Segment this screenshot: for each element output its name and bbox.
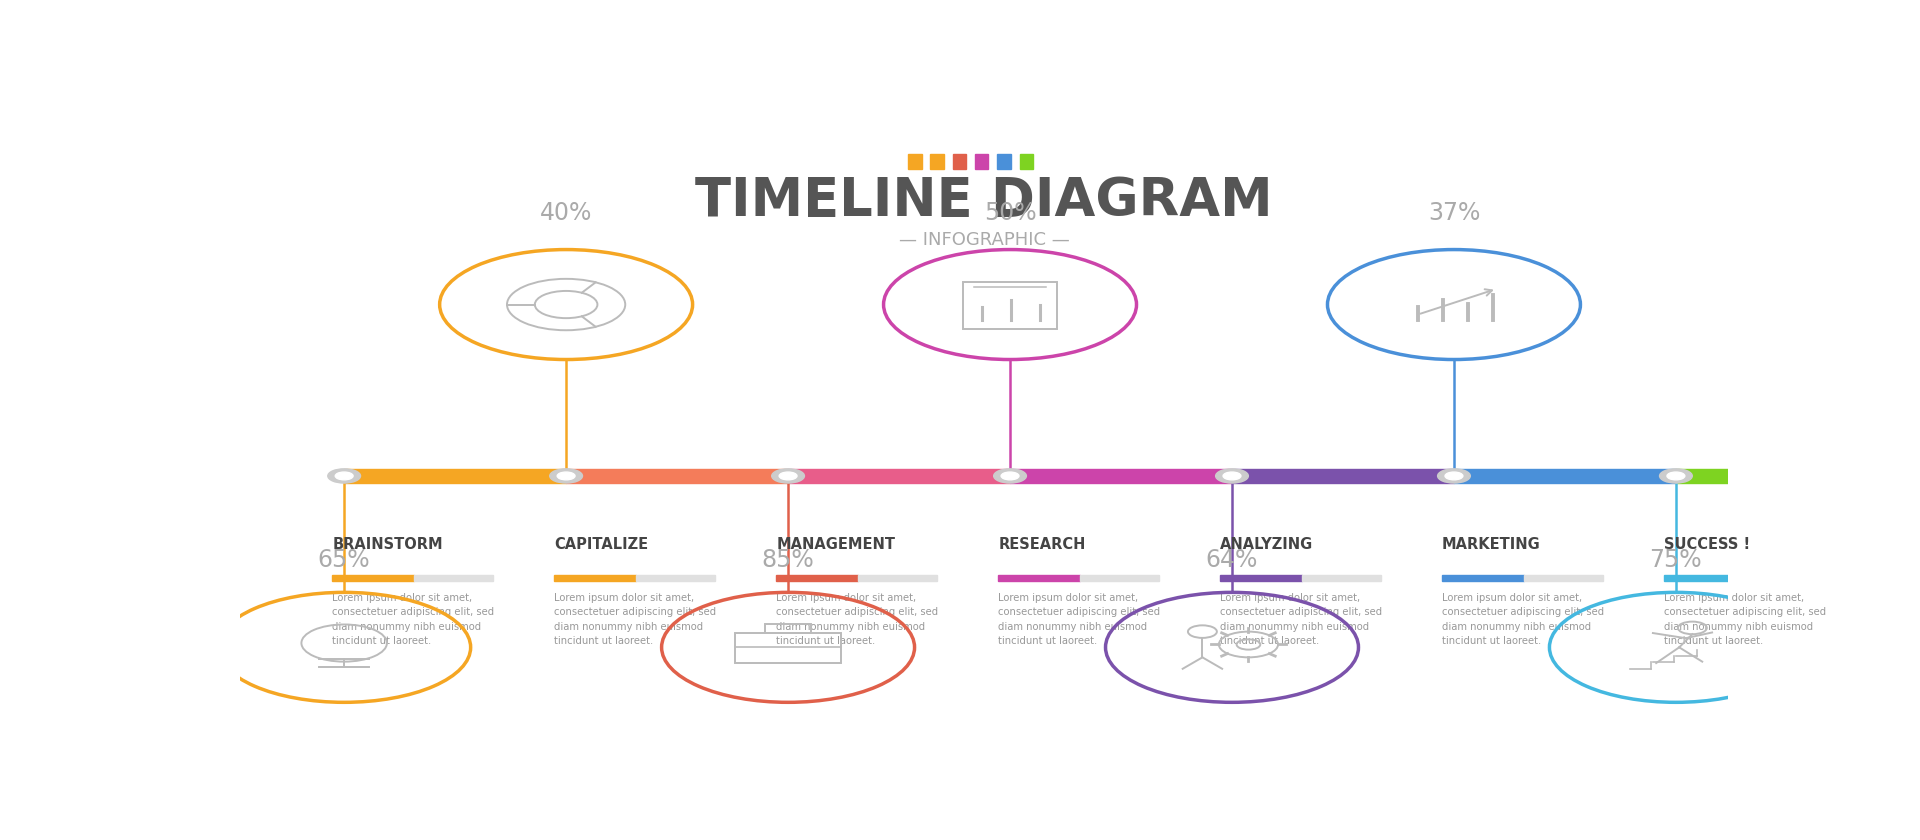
Circle shape (1223, 472, 1240, 480)
Bar (764, 624, 810, 633)
Polygon shape (1732, 455, 1774, 496)
Text: Lorem ipsum dolor sit amet,
consectetuer adipiscing elit, sed
diam nonummy nibh : Lorem ipsum dolor sit amet, consectetuer… (776, 593, 939, 646)
Bar (975, 155, 989, 169)
Circle shape (1446, 472, 1463, 480)
Text: SUCCESS !: SUCCESS ! (1665, 538, 1751, 553)
Circle shape (336, 472, 353, 480)
Bar (344, 469, 566, 483)
Text: — INFOGRAPHIC —: — INFOGRAPHIC — (899, 231, 1069, 249)
Text: RESEARCH: RESEARCH (998, 538, 1085, 553)
Circle shape (328, 469, 361, 483)
Circle shape (1659, 469, 1692, 483)
Circle shape (557, 472, 576, 480)
Bar (1676, 469, 1732, 483)
Bar (1010, 469, 1233, 483)
Text: ANALYZING: ANALYZING (1219, 538, 1313, 553)
Bar (735, 633, 841, 663)
Text: Lorem ipsum dolor sit amet,
consectetuer adipiscing elit, sed
diam nonummy nibh : Lorem ipsum dolor sit amet, consectetuer… (1665, 593, 1826, 646)
Text: MANAGEMENT: MANAGEMENT (776, 538, 895, 553)
Bar (332, 575, 415, 581)
Text: BRAINSTORM: BRAINSTORM (332, 538, 444, 553)
Bar (1020, 155, 1033, 169)
Circle shape (995, 469, 1027, 483)
Bar (566, 469, 787, 483)
Bar (1665, 575, 1745, 581)
Bar (908, 155, 922, 169)
Bar (1524, 575, 1603, 581)
Text: TIMELINE DIAGRAM: TIMELINE DIAGRAM (695, 175, 1273, 227)
Bar (787, 469, 1010, 483)
Bar (1233, 469, 1453, 483)
Bar (996, 155, 1010, 169)
Text: Lorem ipsum dolor sit amet,
consectetuer adipiscing elit, sed
diam nonummy nibh : Lorem ipsum dolor sit amet, consectetuer… (998, 593, 1160, 646)
Bar (555, 575, 636, 581)
Bar (415, 575, 493, 581)
Text: MARKETING: MARKETING (1442, 538, 1542, 553)
Circle shape (1438, 469, 1471, 483)
Text: Lorem ipsum dolor sit amet,
consectetuer adipiscing elit, sed
diam nonummy nibh : Lorem ipsum dolor sit amet, consectetuer… (1219, 593, 1382, 646)
Text: 85%: 85% (762, 548, 814, 572)
Bar (1745, 575, 1824, 581)
Circle shape (772, 469, 804, 483)
Bar (1302, 575, 1380, 581)
Bar (1219, 575, 1302, 581)
Bar (962, 281, 1058, 328)
Text: 37%: 37% (1428, 201, 1480, 225)
Bar (998, 575, 1079, 581)
Text: 50%: 50% (983, 201, 1037, 225)
Bar (931, 155, 945, 169)
Text: Lorem ipsum dolor sit amet,
consectetuer adipiscing elit, sed
diam nonummy nibh : Lorem ipsum dolor sit amet, consectetuer… (332, 593, 493, 646)
Text: Lorem ipsum dolor sit amet,
consectetuer adipiscing elit, sed
diam nonummy nibh : Lorem ipsum dolor sit amet, consectetuer… (1442, 593, 1605, 646)
Bar (1079, 575, 1160, 581)
Text: 40%: 40% (540, 201, 591, 225)
Bar (858, 575, 937, 581)
Bar (776, 575, 858, 581)
Text: Lorem ipsum dolor sit amet,
consectetuer adipiscing elit, sed
diam nonummy nibh : Lorem ipsum dolor sit amet, consectetuer… (555, 593, 716, 646)
Bar (952, 155, 966, 169)
Circle shape (1000, 472, 1020, 480)
Bar (1453, 469, 1676, 483)
Circle shape (1667, 472, 1686, 480)
Text: 65%: 65% (319, 548, 371, 572)
Circle shape (549, 469, 582, 483)
Bar (636, 575, 714, 581)
Circle shape (1215, 469, 1248, 483)
Text: 64%: 64% (1206, 548, 1258, 572)
Circle shape (780, 472, 797, 480)
Text: CAPITALIZE: CAPITALIZE (555, 538, 649, 553)
Bar (1442, 575, 1524, 581)
Text: 75%: 75% (1649, 548, 1703, 572)
